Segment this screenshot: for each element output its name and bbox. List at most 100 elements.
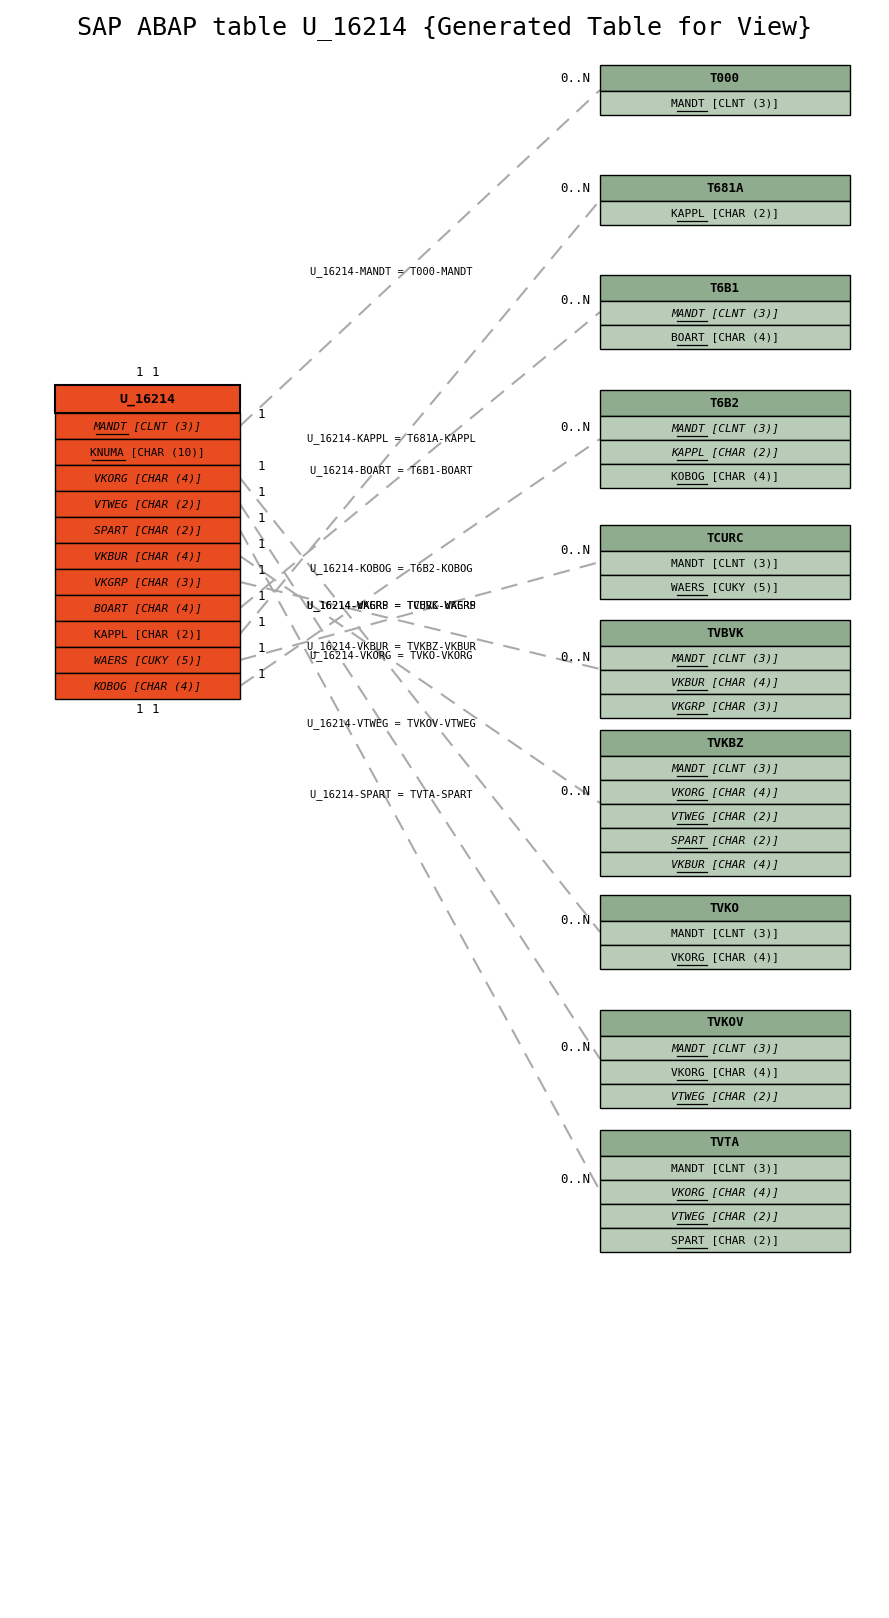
Bar — [600, 440, 850, 464]
Bar — [600, 201, 850, 225]
Bar — [600, 895, 850, 921]
Bar — [600, 301, 850, 325]
Bar — [55, 647, 240, 673]
Text: TVKO: TVKO — [710, 901, 740, 914]
Text: WAERS [CUKY (5)]: WAERS [CUKY (5)] — [93, 655, 202, 665]
Text: 1: 1 — [258, 591, 266, 604]
Bar — [600, 921, 850, 945]
Text: SAP ABAP table U_16214 {Generated Table for View}: SAP ABAP table U_16214 {Generated Table … — [77, 16, 812, 40]
Text: 0..N: 0..N — [560, 181, 590, 196]
Text: 1: 1 — [151, 366, 159, 379]
Bar — [55, 518, 240, 544]
Bar — [600, 175, 850, 201]
Bar — [55, 621, 240, 647]
Bar — [600, 620, 850, 646]
Text: TVKBZ: TVKBZ — [706, 736, 744, 749]
Text: U_16214-BOART = T6B1-BOART: U_16214-BOART = T6B1-BOART — [310, 464, 472, 476]
Text: 0..N: 0..N — [560, 294, 590, 307]
Text: BOART [CHAR (4)]: BOART [CHAR (4)] — [671, 332, 779, 341]
Text: TVBVK: TVBVK — [706, 626, 744, 639]
Text: MANDT [CLNT (3)]: MANDT [CLNT (3)] — [671, 422, 779, 434]
Text: VTWEG [CHAR (2)]: VTWEG [CHAR (2)] — [671, 1091, 779, 1100]
Text: TCURC: TCURC — [706, 531, 744, 545]
Text: 0..N: 0..N — [560, 71, 590, 86]
Text: MANDT [CLNT (3)]: MANDT [CLNT (3)] — [671, 654, 779, 663]
Text: SPART [CHAR (2)]: SPART [CHAR (2)] — [93, 524, 202, 536]
Bar — [600, 552, 850, 574]
Text: 0..N: 0..N — [560, 544, 590, 557]
Bar — [600, 325, 850, 349]
Text: U_16214-VTWEG = TVKOV-VTWEG: U_16214-VTWEG = TVKOV-VTWEG — [307, 718, 476, 730]
Bar — [55, 464, 240, 490]
Text: MANDT [CLNT (3)]: MANDT [CLNT (3)] — [671, 1163, 779, 1173]
Text: 1: 1 — [136, 702, 143, 717]
Text: T681A: T681A — [706, 181, 744, 194]
Text: 1: 1 — [151, 702, 159, 717]
Text: 1: 1 — [258, 408, 266, 421]
Text: 1: 1 — [258, 642, 266, 655]
Text: 0..N: 0..N — [560, 650, 590, 663]
Text: 0..N: 0..N — [560, 421, 590, 434]
Bar — [600, 1036, 850, 1060]
Text: KAPPL [CHAR (2)]: KAPPL [CHAR (2)] — [671, 447, 779, 456]
Text: MANDT [CLNT (3)]: MANDT [CLNT (3)] — [671, 764, 779, 773]
Text: MANDT [CLNT (3)]: MANDT [CLNT (3)] — [671, 929, 779, 938]
Text: VKBUR [CHAR (4)]: VKBUR [CHAR (4)] — [671, 676, 779, 688]
Text: MANDT [CLNT (3)]: MANDT [CLNT (3)] — [671, 558, 779, 568]
Text: KAPPL [CHAR (2)]: KAPPL [CHAR (2)] — [93, 629, 202, 639]
Text: 0..N: 0..N — [560, 785, 590, 798]
Text: KNUMA [CHAR (10)]: KNUMA [CHAR (10)] — [90, 447, 204, 456]
Text: T000: T000 — [710, 71, 740, 84]
Bar — [600, 646, 850, 670]
Text: U_16214-MANDT = T000-MANDT: U_16214-MANDT = T000-MANDT — [310, 265, 472, 277]
Bar — [600, 694, 850, 718]
Text: VKORG [CHAR (4)]: VKORG [CHAR (4)] — [671, 1188, 779, 1197]
Bar — [600, 756, 850, 780]
Bar — [55, 595, 240, 621]
Bar — [600, 1180, 850, 1204]
Text: VTWEG [CHAR (2)]: VTWEG [CHAR (2)] — [93, 498, 202, 510]
Bar — [600, 1084, 850, 1108]
Bar — [55, 438, 240, 464]
Text: MANDT [CLNT (3)]: MANDT [CLNT (3)] — [671, 307, 779, 319]
Text: 1: 1 — [258, 460, 266, 472]
Bar — [600, 574, 850, 599]
Text: U_16214-KOBOG = T6B2-KOBOG: U_16214-KOBOG = T6B2-KOBOG — [310, 563, 472, 574]
Text: VKGRP [CHAR (3)]: VKGRP [CHAR (3)] — [671, 701, 779, 710]
Text: KOBOG [CHAR (4)]: KOBOG [CHAR (4)] — [93, 681, 202, 691]
Bar — [55, 570, 240, 595]
Text: 1: 1 — [258, 565, 266, 578]
Text: TVTA: TVTA — [710, 1136, 740, 1149]
Bar — [600, 1010, 850, 1036]
Bar — [55, 544, 240, 570]
Bar — [600, 804, 850, 828]
Bar — [600, 1129, 850, 1155]
Text: WAERS [CUKY (5)]: WAERS [CUKY (5)] — [671, 582, 779, 592]
Text: TVKOV: TVKOV — [706, 1016, 744, 1029]
Bar — [55, 413, 240, 438]
Text: VKORG [CHAR (4)]: VKORG [CHAR (4)] — [671, 786, 779, 798]
Text: BOART [CHAR (4)]: BOART [CHAR (4)] — [93, 604, 202, 613]
Text: KOBOG [CHAR (4)]: KOBOG [CHAR (4)] — [671, 471, 779, 481]
Bar — [600, 91, 850, 115]
Text: 0..N: 0..N — [560, 914, 590, 927]
Text: U_16214-VKORG = TVKO-VKORG: U_16214-VKORG = TVKO-VKORG — [310, 650, 472, 660]
Bar — [600, 670, 850, 694]
Text: T6B2: T6B2 — [710, 396, 740, 409]
Text: VKORG [CHAR (4)]: VKORG [CHAR (4)] — [93, 472, 202, 484]
Text: MANDT [CLNT (3)]: MANDT [CLNT (3)] — [671, 99, 779, 108]
Text: U_16214-KAPPL = T681A-KAPPL: U_16214-KAPPL = T681A-KAPPL — [307, 432, 476, 443]
Text: MANDT [CLNT (3)]: MANDT [CLNT (3)] — [93, 421, 202, 430]
Text: U_16214-VKGRP = TVBVK-VKGRP: U_16214-VKGRP = TVBVK-VKGRP — [307, 600, 476, 610]
Text: VTWEG [CHAR (2)]: VTWEG [CHAR (2)] — [671, 1210, 779, 1222]
Bar — [55, 673, 240, 699]
Bar — [600, 945, 850, 969]
Bar — [600, 1060, 850, 1084]
Text: VKBUR [CHAR (4)]: VKBUR [CHAR (4)] — [671, 859, 779, 869]
Text: VKBUR [CHAR (4)]: VKBUR [CHAR (4)] — [93, 552, 202, 561]
Text: 0..N: 0..N — [560, 1040, 590, 1053]
Text: U_16214-WAERS = TCURC-WAERS: U_16214-WAERS = TCURC-WAERS — [307, 600, 476, 612]
Bar — [600, 1155, 850, 1180]
Bar — [55, 385, 240, 413]
Text: U_16214-SPART = TVTA-SPART: U_16214-SPART = TVTA-SPART — [310, 788, 472, 799]
